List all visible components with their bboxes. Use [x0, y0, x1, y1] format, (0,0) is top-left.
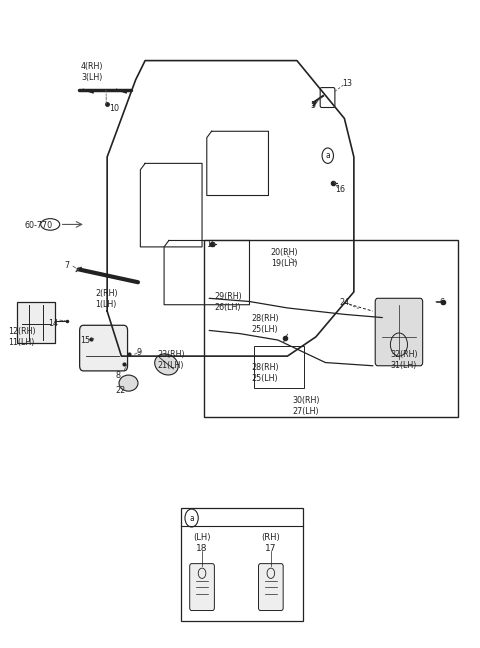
- Text: 30(RH)
27(LH): 30(RH) 27(LH): [292, 396, 320, 416]
- FancyBboxPatch shape: [254, 347, 304, 388]
- Text: (LH): (LH): [193, 533, 211, 542]
- FancyBboxPatch shape: [190, 564, 215, 610]
- Text: 8: 8: [115, 371, 120, 380]
- FancyBboxPatch shape: [204, 240, 458, 417]
- Text: (RH): (RH): [262, 533, 280, 542]
- Text: 2(RH)
1(LH): 2(RH) 1(LH): [96, 288, 118, 308]
- Text: 18: 18: [196, 544, 208, 553]
- Text: 12(RH)
11(LH): 12(RH) 11(LH): [9, 327, 36, 347]
- Ellipse shape: [119, 375, 138, 391]
- Text: 6: 6: [439, 298, 444, 307]
- FancyBboxPatch shape: [375, 298, 423, 365]
- Text: 15: 15: [80, 336, 90, 345]
- Text: 17: 17: [265, 544, 276, 553]
- Text: 14: 14: [48, 319, 58, 328]
- Text: 23(RH)
21(LH): 23(RH) 21(LH): [157, 350, 185, 370]
- Text: 7: 7: [64, 261, 70, 270]
- Ellipse shape: [155, 354, 178, 375]
- Text: 5: 5: [310, 101, 315, 110]
- Text: 9: 9: [137, 348, 142, 357]
- Text: a: a: [325, 151, 330, 160]
- FancyBboxPatch shape: [17, 301, 55, 343]
- Text: 13: 13: [342, 78, 352, 87]
- Text: 10: 10: [109, 104, 120, 113]
- FancyBboxPatch shape: [259, 564, 283, 610]
- Text: 24: 24: [340, 298, 350, 307]
- FancyBboxPatch shape: [180, 509, 303, 621]
- Text: 60-770: 60-770: [24, 221, 53, 230]
- Text: 16: 16: [335, 185, 345, 194]
- Text: 29(RH)
26(LH): 29(RH) 26(LH): [215, 292, 242, 312]
- Text: 4(RH)
3(LH): 4(RH) 3(LH): [81, 62, 104, 82]
- FancyBboxPatch shape: [320, 87, 335, 108]
- Text: 28(RH)
25(LH): 28(RH) 25(LH): [251, 314, 278, 334]
- Text: 28(RH)
25(LH): 28(RH) 25(LH): [251, 362, 278, 383]
- Text: 20(RH)
19(LH): 20(RH) 19(LH): [271, 248, 299, 268]
- Text: 32(RH)
31(LH): 32(RH) 31(LH): [391, 350, 419, 370]
- Text: a: a: [189, 513, 194, 522]
- Text: 16: 16: [206, 240, 216, 249]
- FancyBboxPatch shape: [80, 325, 128, 371]
- Ellipse shape: [41, 218, 60, 230]
- Text: 22: 22: [115, 386, 125, 395]
